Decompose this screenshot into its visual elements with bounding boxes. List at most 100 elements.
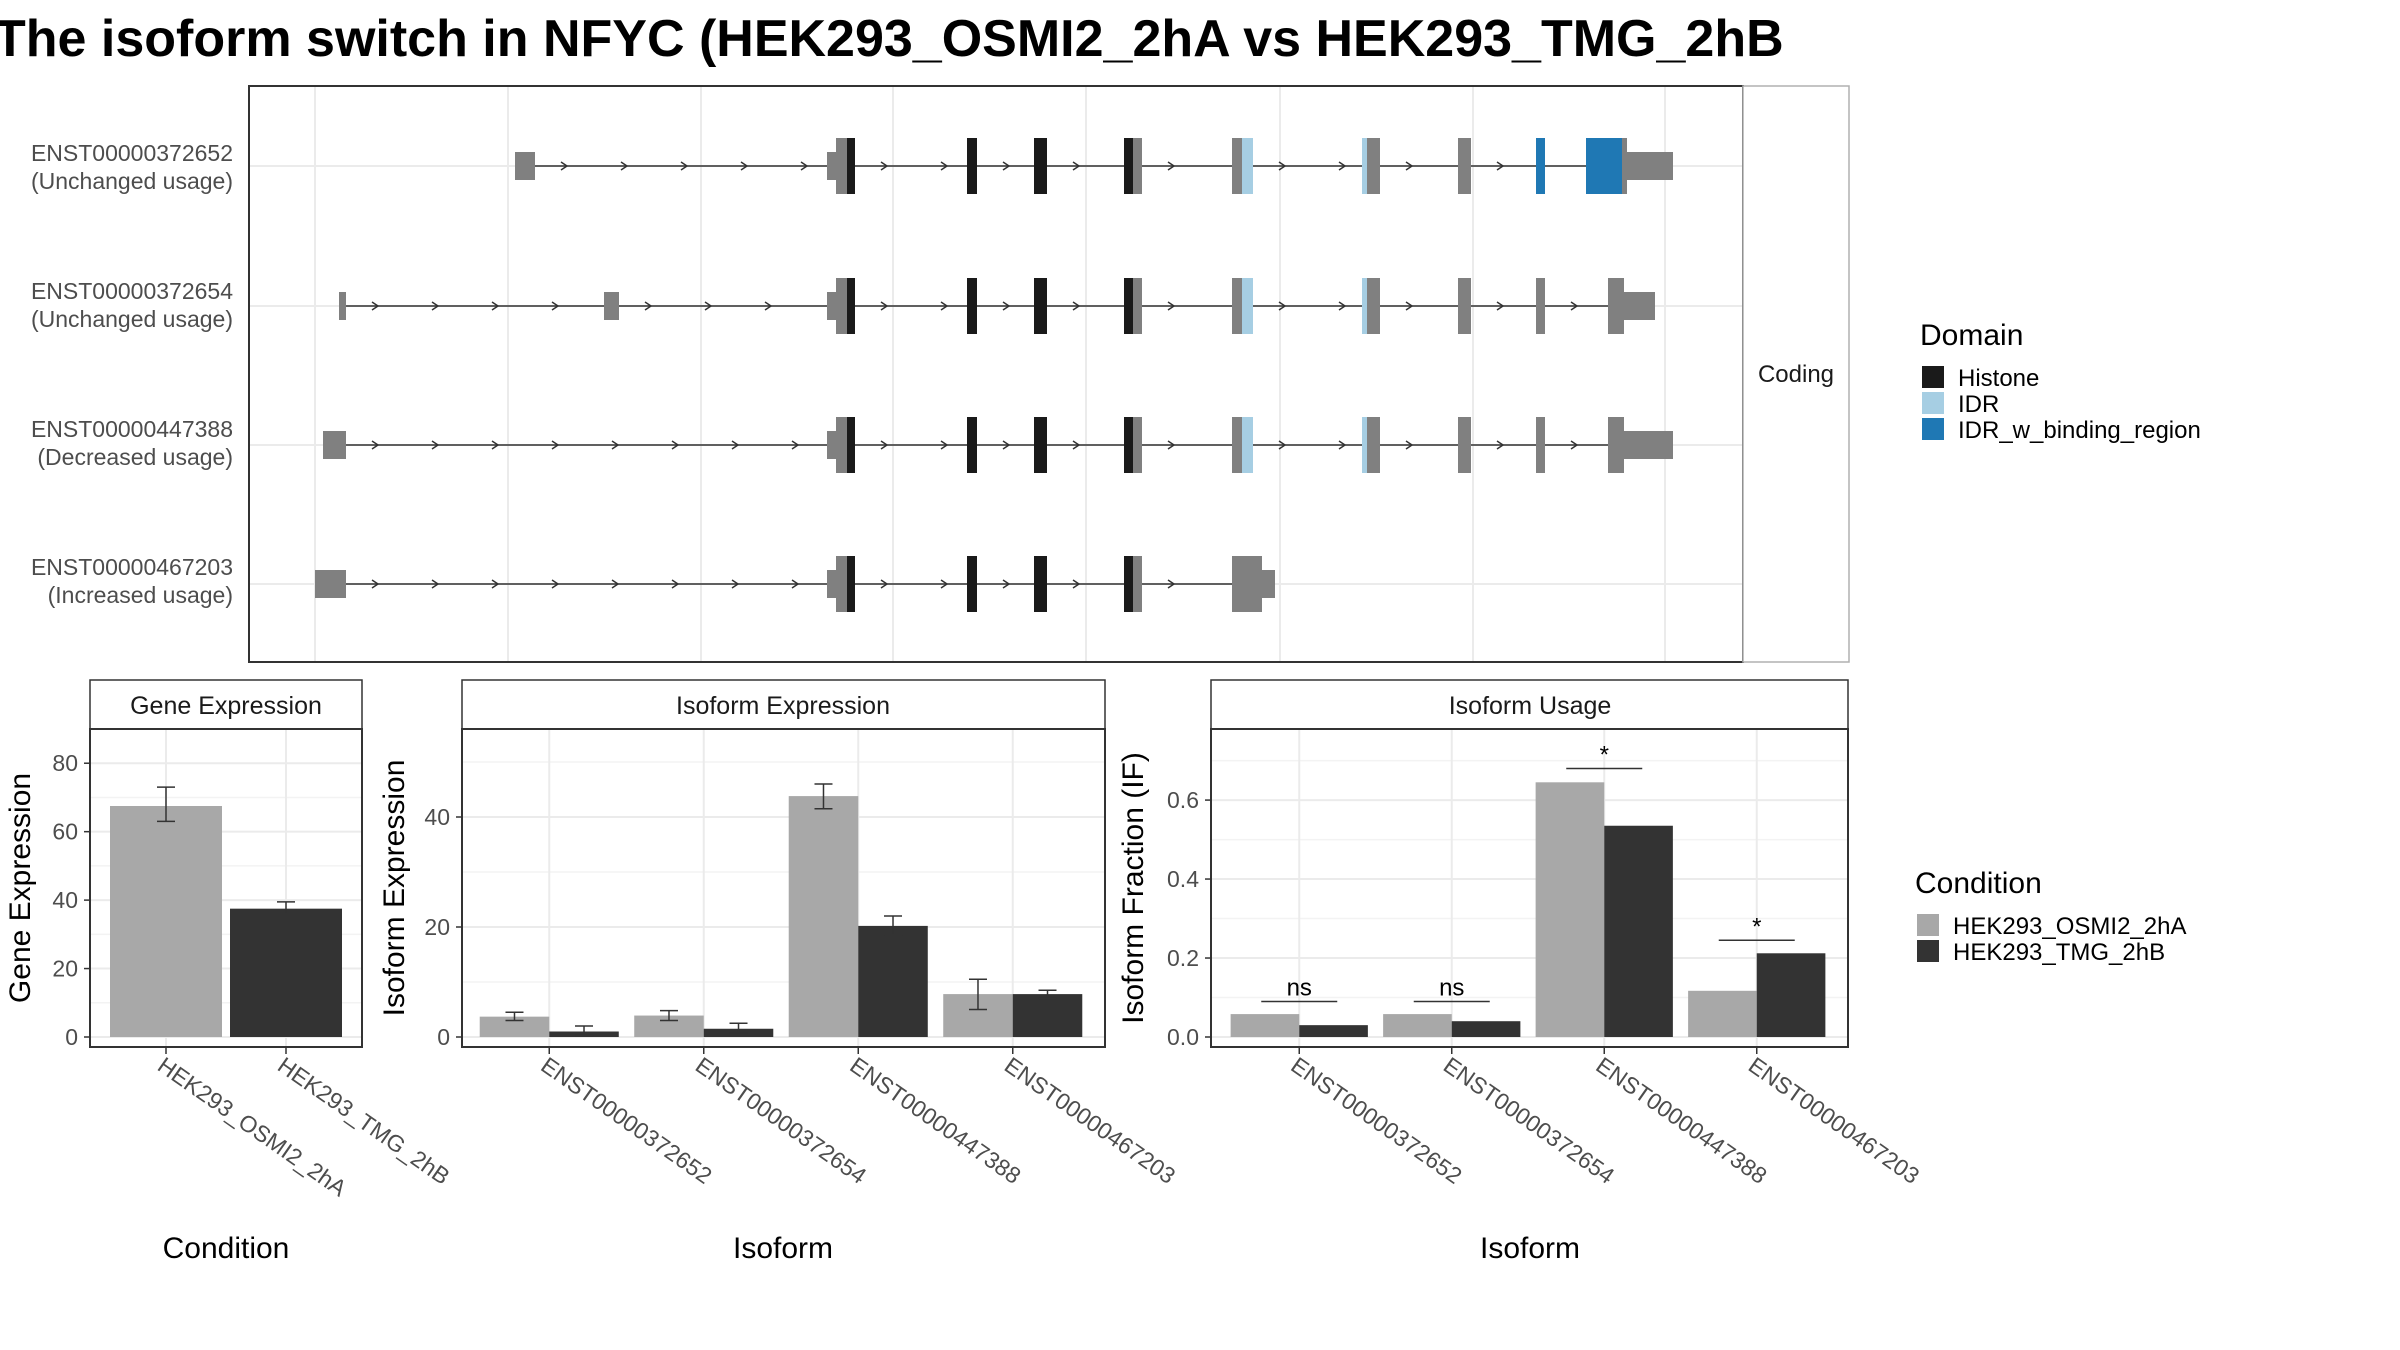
legend-key-idr bbox=[1922, 392, 1944, 414]
intron-arrow bbox=[1278, 440, 1287, 450]
intron-arrow bbox=[1405, 301, 1414, 311]
intron-arrow bbox=[1496, 161, 1505, 171]
isoform-expression-panel: Isoform Expression 02040ENST00000372652E… bbox=[378, 679, 1180, 1265]
intron-arrow bbox=[1405, 440, 1414, 450]
intron-arrow bbox=[611, 579, 620, 589]
x-tick-label: ENST00000467203 bbox=[1000, 1052, 1180, 1189]
intron-arrow bbox=[644, 301, 653, 311]
significance-label: ns bbox=[1439, 974, 1464, 1001]
exon-block bbox=[967, 556, 977, 612]
y-tick-label: 0 bbox=[437, 1024, 450, 1050]
bar bbox=[1451, 1021, 1521, 1037]
exon-block bbox=[1458, 278, 1471, 334]
exon-block bbox=[1133, 417, 1142, 473]
bar bbox=[858, 925, 928, 1037]
intron-arrow bbox=[560, 161, 569, 171]
isoform-usage-x-label: Isoform bbox=[1480, 1232, 1580, 1265]
isoform-label-usage: (Unchanged usage) bbox=[31, 168, 233, 194]
intron-arrow bbox=[1570, 440, 1579, 450]
isoform-usage-panel: Isoform Usage ns ns** 0.00.20.40.6ENST000… bbox=[1117, 679, 1924, 1265]
exon-block bbox=[1362, 278, 1367, 334]
exon-block bbox=[1232, 138, 1242, 194]
intron-arrow bbox=[1338, 301, 1347, 311]
intron-arrow bbox=[620, 161, 629, 171]
intron-arrow bbox=[371, 301, 380, 311]
exon-block bbox=[967, 417, 977, 473]
exon-block bbox=[1133, 556, 1142, 612]
exon-block bbox=[1627, 152, 1673, 180]
exon-block bbox=[1133, 278, 1142, 334]
bar bbox=[1688, 990, 1757, 1037]
legend-key-osmi2 bbox=[1917, 914, 1939, 936]
facet-strip-coding bbox=[1742, 85, 1850, 663]
exon-block bbox=[1624, 292, 1655, 320]
exon-block bbox=[1242, 417, 1253, 473]
bar bbox=[1012, 994, 1083, 1037]
isoform-label-usage: (Increased usage) bbox=[48, 582, 233, 608]
y-tick-label: 40 bbox=[424, 804, 450, 830]
significance-label: * bbox=[1752, 913, 1761, 940]
bar bbox=[479, 1016, 550, 1037]
facet-label-coding: Coding bbox=[1758, 361, 1834, 388]
exon-block bbox=[1367, 138, 1380, 194]
intron-arrow bbox=[491, 440, 500, 450]
intron-arrow bbox=[704, 301, 713, 311]
legend-key-histone bbox=[1922, 366, 1944, 388]
isoform-expression-plot-area bbox=[461, 728, 1106, 1048]
exon-block bbox=[836, 278, 847, 334]
exon-block bbox=[847, 278, 855, 334]
intron-arrow bbox=[1072, 440, 1081, 450]
figure-title: The isoform switch in NFYC (HEK293_OSMI2… bbox=[0, 10, 1784, 68]
intron-arrow bbox=[1496, 301, 1505, 311]
exon-block bbox=[1232, 556, 1262, 612]
isoform-usage-bars: ns ns * * bbox=[1230, 741, 1826, 1037]
intron-arrow bbox=[1278, 161, 1287, 171]
intron-arrow bbox=[1072, 579, 1081, 589]
gene-expression-bars bbox=[110, 786, 342, 1037]
exon-block bbox=[604, 292, 619, 320]
gene-expression-strip bbox=[89, 679, 363, 730]
x-tick-label: ENST00000372652 bbox=[536, 1052, 716, 1189]
exon-block bbox=[339, 292, 346, 320]
bar bbox=[1383, 1014, 1452, 1037]
isoform-label-id: ENST00000372652 bbox=[31, 140, 233, 166]
bar bbox=[788, 796, 859, 1037]
legend-label-idr: IDR bbox=[1958, 391, 1999, 418]
intron-arrow bbox=[551, 579, 560, 589]
exon-block bbox=[1034, 278, 1047, 334]
exon-block bbox=[1133, 138, 1142, 194]
exon-block bbox=[1232, 278, 1242, 334]
intron-arrow bbox=[551, 440, 560, 450]
exon-block bbox=[1586, 138, 1622, 194]
transcript-structure-panel: Coding ENST00000372652 (Unchanged usage)… bbox=[31, 85, 1850, 663]
bar bbox=[1604, 825, 1673, 1037]
intron-arrow bbox=[880, 579, 889, 589]
intron-arrow bbox=[1002, 579, 1011, 589]
exon-block bbox=[1242, 278, 1253, 334]
intron-arrow bbox=[611, 440, 620, 450]
exon-block bbox=[515, 152, 535, 180]
isoform-expression-bars bbox=[479, 783, 1083, 1037]
intron-arrow bbox=[1167, 301, 1176, 311]
exon-block bbox=[847, 417, 855, 473]
exon-block bbox=[1458, 417, 1471, 473]
exon-block bbox=[1536, 278, 1545, 334]
bar bbox=[1230, 1014, 1300, 1037]
exon-block bbox=[1262, 570, 1275, 598]
exon-block bbox=[827, 431, 836, 459]
intron-arrow bbox=[740, 161, 749, 171]
isoform-expression-strip-title: Isoform Expression bbox=[676, 692, 890, 720]
intron-arrow bbox=[1167, 161, 1176, 171]
bar bbox=[1535, 782, 1605, 1037]
intron-arrow bbox=[1278, 301, 1287, 311]
y-tick-label: 60 bbox=[52, 819, 78, 845]
condition-legend: Condition HEK293_OSMI2_2hA HEK293_TMG_2h… bbox=[1915, 867, 2186, 966]
intron-arrow bbox=[1338, 161, 1347, 171]
legend-label-osmi2: HEK293_OSMI2_2hA bbox=[1953, 913, 2186, 940]
exon-block bbox=[1124, 417, 1133, 473]
exon-block bbox=[847, 138, 855, 194]
intron-arrow bbox=[1002, 301, 1011, 311]
isoform-label-id: ENST00000467203 bbox=[31, 554, 233, 580]
structure-tracks bbox=[315, 138, 1673, 612]
